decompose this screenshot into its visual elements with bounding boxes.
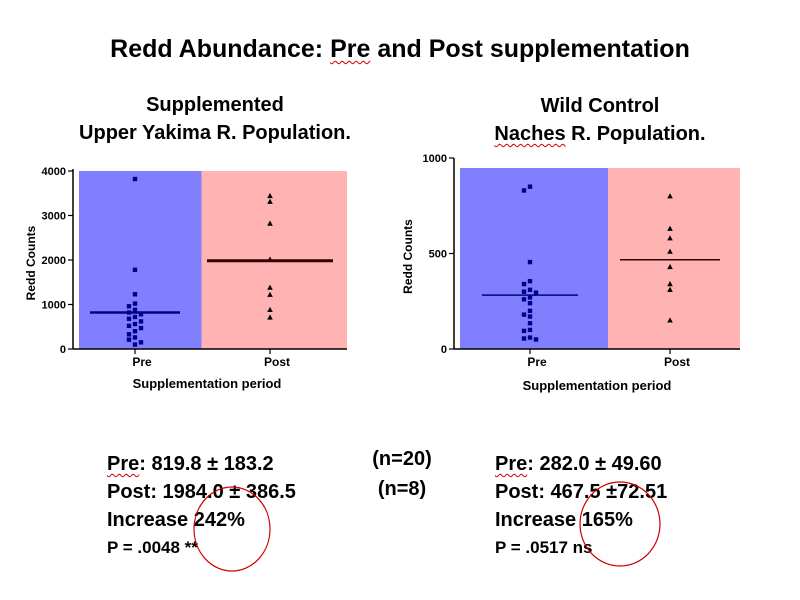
data-point-pre	[132, 335, 138, 340]
data-point-post	[667, 281, 673, 287]
x-axis-title: Supplementation period	[133, 376, 282, 391]
y-axis-title: Redd Counts	[401, 219, 415, 294]
y-tick-label: 3000	[42, 211, 66, 223]
data-point-pre	[138, 319, 144, 324]
left-pre-stat: Pre: 819.8 ± 183.2	[107, 453, 274, 475]
data-point-pre	[132, 292, 138, 297]
n-pre-label: (n=20)	[372, 448, 432, 470]
data-point-pre	[126, 332, 132, 337]
right-heading-line2: Naches R. Population.	[494, 123, 706, 145]
x-tick-label: Post	[664, 355, 690, 369]
data-point-post	[267, 314, 273, 320]
data-point-post	[667, 235, 673, 241]
data-point-pre	[527, 321, 533, 326]
left-heading-line2: Upper Yakima R. Population.	[79, 122, 351, 144]
y-tick-label: 2000	[42, 255, 66, 267]
data-point-pre	[527, 308, 533, 313]
data-point-pre	[132, 329, 138, 334]
left-p-value: P = .0048 **	[107, 538, 198, 557]
data-point-pre	[132, 267, 138, 272]
left-stats: Pre: 819.8 ± 183.2 Post: 1984.0 ± 386.5 …	[107, 450, 296, 562]
data-point-pre	[521, 336, 527, 341]
right-post-stat: Post: 467.5 ±72.51	[495, 481, 668, 503]
data-point-pre	[132, 314, 138, 320]
data-point-pre	[132, 176, 138, 182]
data-point-pre	[521, 289, 527, 294]
post-background	[608, 168, 740, 349]
data-point-pre	[521, 281, 527, 287]
data-point-post	[667, 193, 673, 199]
slide-title: Redd Abundance: Pre and Post supplementa…	[110, 35, 690, 63]
y-tick-label: 0	[60, 344, 66, 356]
data-point-post	[267, 192, 273, 199]
right-scatter-chart: 0 500 1000 Pre Post Supplementation period Red…	[401, 153, 740, 393]
right-p-value: P = .0517 ns	[495, 538, 593, 557]
left-post-stat: Post: 1984.0 ± 386.5	[107, 481, 296, 503]
data-point-post	[667, 263, 673, 270]
data-point-pre	[527, 278, 533, 284]
data-point-pre	[132, 301, 138, 306]
data-point-pre	[521, 188, 527, 193]
left-heading-line1: Supplemented	[146, 94, 284, 116]
data-point-pre	[527, 314, 533, 319]
x-axis-title: Supplementation period	[523, 378, 672, 393]
data-point-pre	[527, 335, 533, 340]
data-point-pre	[521, 297, 527, 302]
data-point-pre	[527, 184, 533, 189]
x-tick-label: Post	[264, 355, 290, 369]
y-tick-label: 500	[429, 249, 447, 261]
data-point-pre	[132, 321, 138, 327]
data-point-pre	[533, 290, 539, 295]
data-point-post	[667, 286, 673, 292]
pre-background	[460, 168, 608, 349]
data-point-pre	[132, 307, 138, 313]
x-tick-label: Pre	[527, 355, 547, 369]
right-chart-heading: Wild Control Naches R. Population.	[430, 92, 770, 148]
title-pre-word: Pre	[330, 35, 371, 63]
y-tick-label: 0	[441, 344, 447, 356]
data-point-pre	[126, 316, 132, 321]
data-point-pre	[126, 337, 132, 342]
data-point-post	[267, 198, 273, 204]
y-tick-label: 1000	[42, 300, 66, 312]
data-point-post	[667, 225, 673, 231]
data-point-post	[267, 284, 273, 290]
data-point-pre	[533, 337, 539, 342]
left-chart-heading: Supplemented Upper Yakima R. Population.	[40, 91, 390, 147]
data-point-pre	[521, 312, 527, 317]
data-point-pre	[138, 340, 144, 345]
right-heading-line1: Wild Control	[540, 95, 660, 117]
y-axis-title: Redd Counts	[24, 225, 38, 300]
data-point-pre	[138, 312, 144, 317]
left-increase-stat: Increase 242%	[107, 509, 245, 531]
right-stats: Pre: 282.0 ± 49.60 Post: 467.5 ±72.51 In…	[495, 450, 667, 562]
data-point-post	[667, 248, 673, 254]
data-point-post	[267, 220, 273, 226]
y-tick-label: 4000	[42, 166, 66, 178]
data-point-pre	[126, 323, 132, 329]
n-post-label: (n=8)	[377, 478, 427, 500]
x-tick-label: Pre	[132, 355, 152, 369]
left-scatter-chart: 0 1000 2000 3000 4000 Pre Post Supplementation …	[24, 166, 347, 391]
data-point-pre	[138, 325, 144, 331]
right-increase-stat: Increase 165%	[495, 509, 633, 531]
y-tick-label: 1000	[423, 153, 447, 165]
data-point-pre	[527, 327, 533, 333]
data-point-post	[267, 306, 273, 313]
data-point-pre	[527, 259, 533, 265]
data-point-pre	[527, 295, 533, 300]
data-point-pre	[126, 304, 132, 309]
data-point-pre	[527, 300, 533, 306]
right-pre-stat: Pre: 282.0 ± 49.60	[495, 453, 662, 475]
data-point-pre	[527, 287, 533, 292]
data-point-pre	[521, 328, 527, 334]
data-point-post	[667, 317, 673, 323]
data-point-post	[267, 291, 273, 297]
data-point-pre	[132, 342, 138, 347]
